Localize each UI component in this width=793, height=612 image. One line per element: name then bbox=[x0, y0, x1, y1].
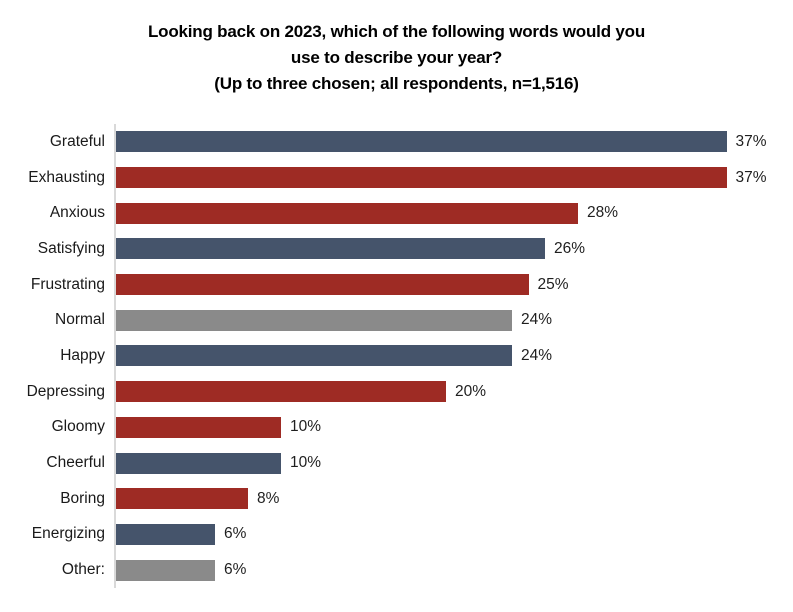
chart-title-line-2: use to describe your year? bbox=[290, 48, 503, 67]
category-label: Depressing bbox=[26, 382, 105, 400]
bar bbox=[116, 488, 248, 510]
value-label: 6% bbox=[224, 525, 247, 543]
bar-zone: 10% bbox=[114, 445, 793, 481]
value-label: 24% bbox=[521, 346, 553, 364]
bar-row: Gloomy 10% bbox=[0, 409, 793, 446]
bar bbox=[116, 452, 281, 474]
category-label: Gloomy bbox=[51, 418, 105, 436]
category-label: Satisfying bbox=[37, 239, 105, 257]
chart-title: Looking back on 2023, which of the follo… bbox=[0, 19, 793, 97]
category-label: Exhausting bbox=[28, 168, 105, 186]
bar-row: Energizing 6% bbox=[0, 516, 793, 553]
bar-row: Depressing 20% bbox=[0, 373, 793, 410]
bar-row: Cheerful 10% bbox=[0, 445, 793, 481]
bar-zone: 20% bbox=[114, 373, 793, 410]
bar-zone: 28% bbox=[114, 195, 793, 232]
value-label: 37% bbox=[735, 132, 767, 150]
bar-zone: 6% bbox=[114, 516, 793, 553]
value-label: 10% bbox=[290, 418, 322, 436]
plot-area: Grateful 37% Exhausting 37% Anxious 28% Satisf… bbox=[0, 124, 793, 588]
value-label: 6% bbox=[224, 561, 247, 579]
bar-zone: 25% bbox=[114, 266, 793, 303]
value-label: 28% bbox=[587, 204, 619, 222]
bar bbox=[116, 345, 512, 367]
category-label: Frustrating bbox=[30, 275, 105, 293]
value-label: 26% bbox=[554, 239, 586, 257]
bar-row: Frustrating 25% bbox=[0, 266, 793, 303]
bar-zone: 24% bbox=[114, 338, 793, 374]
bar-zone: 8% bbox=[114, 480, 793, 517]
bar bbox=[116, 238, 545, 260]
value-label: 20% bbox=[455, 382, 487, 400]
value-label: 25% bbox=[537, 275, 569, 293]
bar-row: Other: 6% bbox=[0, 552, 793, 588]
category-label: Normal bbox=[55, 311, 105, 329]
bar-zone: 37% bbox=[114, 124, 793, 160]
bar-row: Boring 8% bbox=[0, 480, 793, 517]
bar bbox=[116, 381, 446, 403]
value-label: 24% bbox=[521, 311, 553, 329]
bar-row: Grateful 37% bbox=[0, 124, 793, 160]
category-label: Boring bbox=[60, 489, 105, 507]
bar bbox=[116, 559, 215, 581]
bar bbox=[116, 167, 727, 189]
value-label: 37% bbox=[735, 168, 767, 186]
value-label: 8% bbox=[257, 489, 280, 507]
value-label: 10% bbox=[290, 454, 322, 472]
bar-row: Satisfying 26% bbox=[0, 231, 793, 267]
bar-zone: 6% bbox=[114, 552, 793, 588]
bar-zone: 26% bbox=[114, 231, 793, 267]
bar-zone: 24% bbox=[114, 302, 793, 339]
bar-row: Normal 24% bbox=[0, 302, 793, 339]
category-label: Grateful bbox=[49, 132, 105, 150]
chart-title-line-3: (Up to three chosen; all respondents, n=… bbox=[214, 74, 579, 93]
bar bbox=[116, 309, 512, 331]
bar bbox=[116, 274, 529, 296]
category-label: Anxious bbox=[49, 204, 105, 222]
bar bbox=[116, 202, 578, 224]
bar bbox=[116, 416, 281, 438]
category-label: Cheerful bbox=[46, 454, 105, 472]
bar-zone: 37% bbox=[114, 159, 793, 196]
category-label: Happy bbox=[60, 346, 105, 364]
bar-zone: 10% bbox=[114, 409, 793, 446]
bar bbox=[116, 131, 727, 153]
category-label: Other: bbox=[61, 561, 105, 579]
bar-row: Anxious 28% bbox=[0, 195, 793, 232]
bar-row: Exhausting 37% bbox=[0, 159, 793, 196]
category-label: Energizing bbox=[31, 525, 105, 543]
bar bbox=[116, 523, 215, 545]
chart-title-line-1: Looking back on 2023, which of the follo… bbox=[147, 22, 646, 41]
bar-row: Happy 24% bbox=[0, 338, 793, 374]
